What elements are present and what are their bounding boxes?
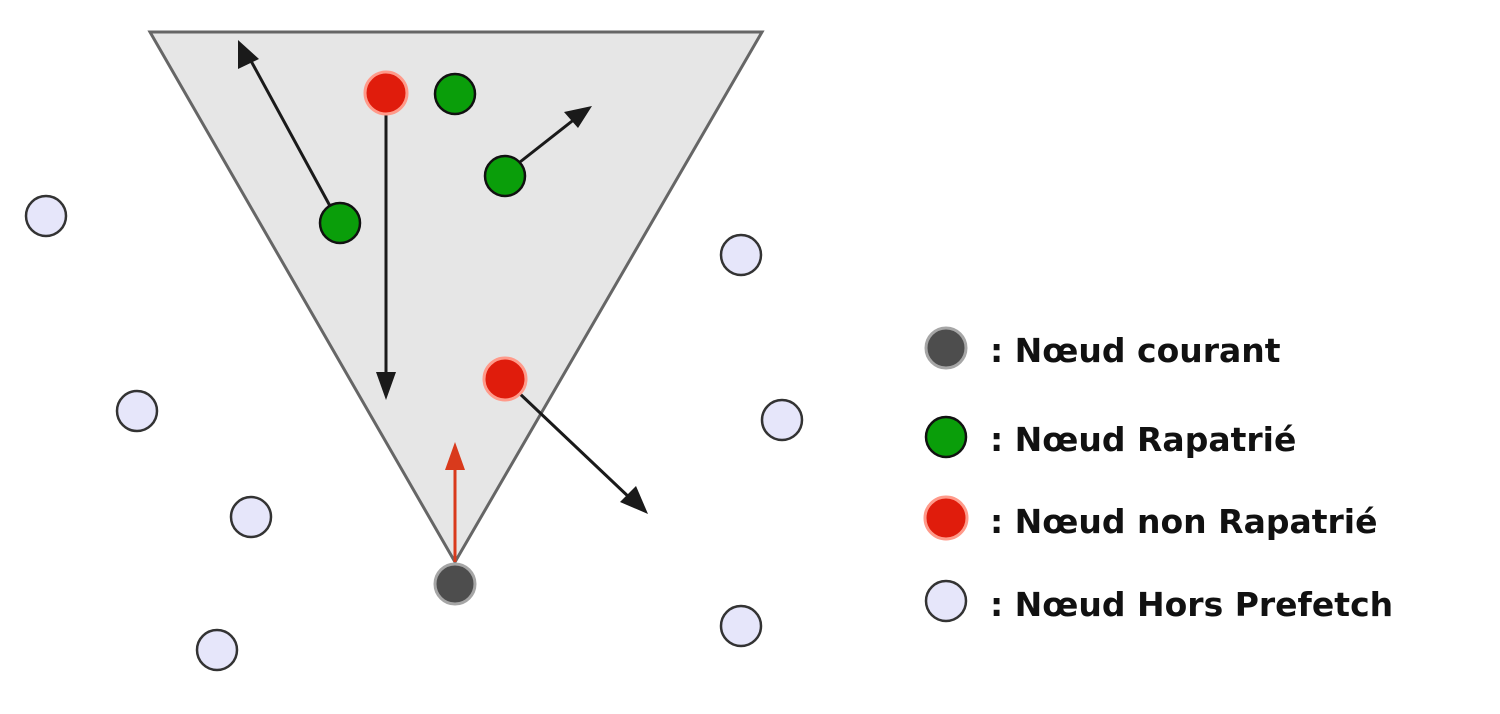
legend: : Nœud courant : Nœud Rapatrié : Nœud no… bbox=[923, 326, 1393, 624]
arrow-up-left bbox=[242, 47, 332, 207]
arrow-up-left-head bbox=[238, 40, 259, 69]
node-outside-prefetch bbox=[760, 398, 804, 442]
node-outside-prefetch bbox=[719, 233, 763, 277]
node-not-fetched bbox=[482, 356, 528, 402]
legend-fetched-swatch bbox=[924, 415, 968, 459]
node-fetched bbox=[318, 201, 362, 245]
node-outside-prefetch bbox=[195, 628, 239, 672]
node-not-fetched bbox=[363, 70, 409, 116]
arrow-down-head bbox=[376, 372, 396, 400]
legend-fetched-label: : Nœud Rapatrié bbox=[990, 420, 1296, 459]
legend-not-fetched-swatch bbox=[923, 495, 969, 541]
node-outside-prefetch bbox=[115, 389, 159, 433]
arrow-down-right bbox=[516, 390, 634, 502]
legend-current-swatch bbox=[924, 326, 968, 370]
arrow-up-right bbox=[519, 116, 577, 164]
node-outside-prefetch bbox=[719, 604, 763, 648]
legend-outside-label: : Nœud Hors Prefetch bbox=[990, 585, 1393, 624]
node-outside-prefetch bbox=[229, 495, 273, 539]
legend-current-label: : Nœud courant bbox=[990, 331, 1281, 370]
legend-outside-swatch bbox=[924, 579, 968, 623]
legend-not-fetched-label: : Nœud non Rapatrié bbox=[990, 502, 1377, 541]
arrow-down-right-head bbox=[620, 486, 648, 514]
node-fetched bbox=[483, 154, 527, 198]
node-outside-prefetch bbox=[24, 194, 68, 238]
prefetch-region bbox=[147, 30, 765, 565]
current-node-arrow-head bbox=[445, 442, 465, 470]
arrow-up-right-head bbox=[564, 106, 592, 128]
node-fetched bbox=[433, 72, 477, 116]
node-current bbox=[433, 562, 477, 606]
